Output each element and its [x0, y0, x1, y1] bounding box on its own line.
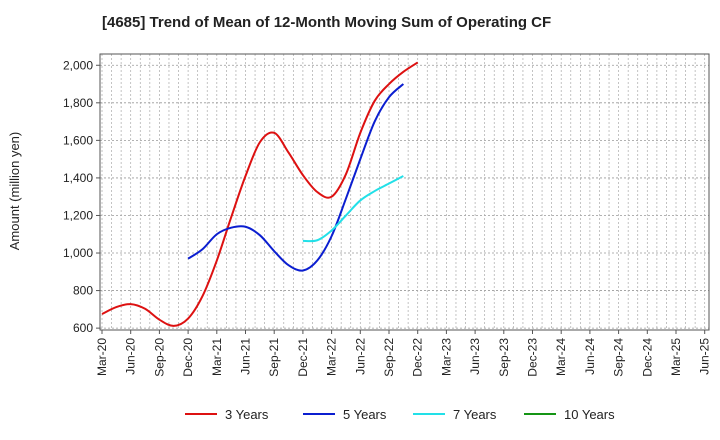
- x-tick-label: Jun-21: [239, 338, 253, 375]
- y-tick-label: 1,000: [63, 246, 93, 260]
- y-axis-label: Amount (million yen): [7, 132, 22, 251]
- x-tick-label: Mar-22: [325, 338, 339, 376]
- x-tick-label: Sep-22: [382, 338, 396, 377]
- grid: [100, 54, 709, 330]
- x-tick-label: Jun-25: [698, 338, 712, 375]
- legend: 3 Years 5 Years 7 Years 10 Years: [185, 407, 615, 422]
- y-axis-ticks: 600 800 1,000 1,200 1,400 1,600 1,800 2,000: [63, 58, 100, 335]
- x-tick-label: Dec-20: [181, 338, 195, 377]
- legend-label-3-years: 3 Years: [225, 407, 269, 422]
- x-tick-label: Jun-23: [468, 338, 482, 375]
- legend-label-5-years: 5 Years: [343, 407, 387, 422]
- y-tick-label: 800: [73, 284, 93, 298]
- x-tick-label: Jun-24: [583, 338, 597, 375]
- y-tick-label: 1,200: [63, 208, 93, 222]
- x-tick-label: Dec-21: [296, 338, 310, 377]
- x-tick-label: Sep-21: [267, 338, 281, 377]
- series-lines: [101, 61, 419, 327]
- x-tick-label: Dec-24: [640, 338, 654, 377]
- y-tick-label: 1,800: [63, 96, 93, 110]
- series-line-7-years: [302, 175, 404, 243]
- x-tick-label: Mar-23: [439, 338, 453, 376]
- x-tick-label: Sep-20: [152, 338, 166, 377]
- y-tick-label: 1,600: [63, 133, 93, 147]
- x-tick-label: Mar-20: [95, 338, 109, 376]
- series-line-3-years: [101, 61, 419, 327]
- x-tick-label: Jun-20: [124, 338, 138, 375]
- x-tick-label: Jun-22: [353, 338, 367, 375]
- y-tick-label: 600: [73, 321, 93, 335]
- x-tick-label: Sep-24: [612, 338, 626, 377]
- legend-label-7-years: 7 Years: [453, 407, 497, 422]
- plot-frame: [99, 53, 710, 331]
- x-tick-label: Dec-22: [411, 338, 425, 377]
- x-axis-ticks: Mar-20 Jun-20 Sep-20 Dec-20 Mar-21 Jun-21 Sep-…: [95, 330, 712, 377]
- x-tick-label: Sep-23: [497, 338, 511, 377]
- x-tick-label: Dec-23: [526, 338, 540, 377]
- x-tick-label: Mar-21: [210, 338, 224, 376]
- legend-label-10-years: 10 Years: [564, 407, 615, 422]
- x-tick-label: Mar-24: [554, 338, 568, 376]
- y-tick-label: 1,400: [63, 171, 93, 185]
- series-line-5-years: [187, 83, 405, 272]
- chart-title: [4685] Trend of Mean of 12-Month Moving …: [102, 14, 551, 31]
- y-tick-label: 2,000: [63, 58, 93, 72]
- x-tick-label: Mar-25: [669, 338, 683, 376]
